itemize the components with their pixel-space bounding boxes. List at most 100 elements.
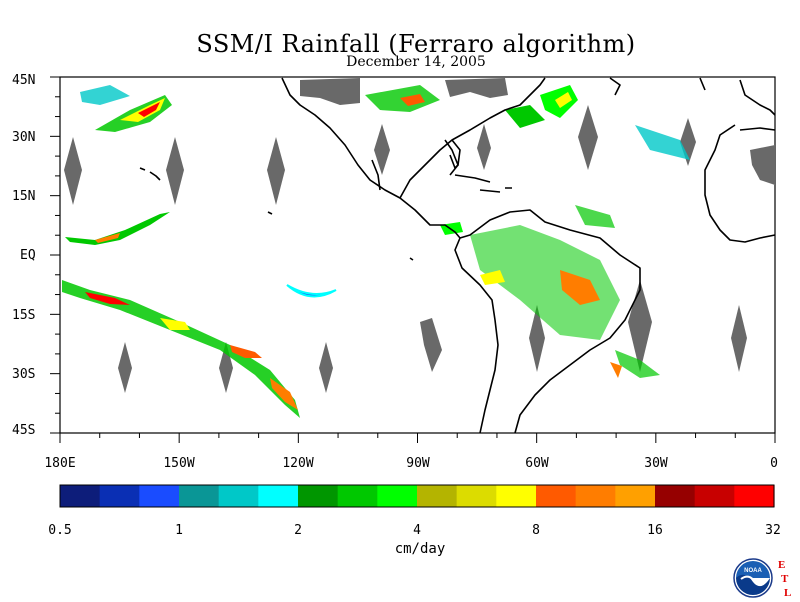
- coastline-florida: [444, 139, 459, 169]
- colorbar-label-4: 4: [413, 523, 421, 538]
- svg-text:L: L: [784, 587, 791, 598]
- colorbar-label-0-5: 0.5: [48, 523, 72, 538]
- rain-band: [62, 280, 300, 418]
- missing-swath: [578, 105, 598, 170]
- lon-label-180e: 180E: [44, 456, 76, 471]
- missing-swath: [166, 137, 184, 205]
- noaa-etl-logo: NOAA E T L: [733, 558, 793, 599]
- rain-band: [505, 105, 545, 128]
- rain-band: [80, 85, 130, 105]
- lat-label-eq: EQ: [20, 248, 36, 263]
- colorbar-cell: [694, 485, 735, 507]
- rain-band: [560, 270, 600, 305]
- coastline-africa: [704, 124, 776, 243]
- colorbar-label-32: 32: [765, 523, 781, 538]
- colorbar-cell: [60, 485, 101, 507]
- coastline-island: [409, 257, 414, 261]
- coastline-europe: [739, 79, 776, 131]
- colorbar-cell: [337, 485, 378, 507]
- lon-label-60w: 60W: [525, 456, 549, 471]
- colorbar-frame: [59, 484, 775, 508]
- coastline-hawaii: [139, 167, 161, 181]
- colorbar-cell: [536, 485, 577, 507]
- rain-features: [62, 85, 690, 418]
- colorbar-label-1: 1: [175, 523, 183, 538]
- lon-label-90w: 90W: [406, 456, 430, 471]
- axis-ticks: [50, 76, 776, 443]
- missing-swath: [374, 124, 390, 175]
- rain-band: [575, 205, 615, 228]
- lon-label-0: 0: [770, 456, 778, 471]
- rain-band: [138, 102, 160, 117]
- missing-swath: [529, 305, 545, 372]
- missing-swath: [420, 318, 442, 372]
- rain-band: [120, 98, 165, 122]
- colorbar-cell: [734, 485, 775, 507]
- colorbar-cell: [655, 485, 696, 507]
- missing-land-patch: [750, 145, 775, 185]
- rain-band: [400, 94, 425, 106]
- colorbar-cell: [456, 485, 497, 507]
- missing-swath: [319, 342, 333, 393]
- lat-label-30n: 30N: [12, 130, 36, 145]
- coastline-north-america: [281, 77, 461, 239]
- colorbar-label-8: 8: [532, 523, 540, 538]
- coastline-caribbean: [454, 174, 512, 193]
- svg-text:E: E: [778, 559, 785, 571]
- lon-label-30w: 30W: [644, 456, 668, 471]
- svg-text:T: T: [781, 573, 789, 585]
- missing-land-patch: [300, 78, 360, 105]
- colorbar-cell: [575, 485, 616, 507]
- coastline-island: [267, 211, 273, 215]
- missing-swath: [731, 305, 747, 372]
- colorbar-label-16: 16: [647, 523, 663, 538]
- rain-band: [95, 233, 120, 243]
- rain-band: [286, 284, 337, 298]
- lat-label-15n: 15N: [12, 189, 36, 204]
- colorbar-cell: [615, 485, 656, 507]
- missing-swath: [118, 342, 132, 393]
- lat-label-30s: 30S: [12, 367, 36, 382]
- lat-label-15s: 15S: [12, 308, 36, 323]
- missing-swath: [477, 124, 491, 170]
- rain-band: [470, 225, 620, 340]
- lat-label-45n: 45N: [12, 73, 36, 88]
- svg-text:NOAA: NOAA: [744, 568, 762, 574]
- rain-band: [555, 92, 572, 108]
- rain-band: [615, 350, 660, 378]
- missing-swath: [219, 342, 233, 393]
- rain-band: [65, 212, 170, 245]
- chart-subtitle: December 14, 2005: [346, 54, 486, 70]
- colorbar-cell: [298, 485, 339, 507]
- rain-band: [480, 270, 505, 285]
- colorbar-cell: [417, 485, 458, 507]
- coastline-gulf: [371, 77, 546, 199]
- colorbar-label-2: 2: [294, 523, 302, 538]
- colorbar-cell: [496, 485, 537, 507]
- colorbar-cell: [377, 485, 418, 507]
- rain-band: [635, 125, 690, 160]
- colorbar-cell: [139, 485, 180, 507]
- colorbar-cell: [258, 485, 299, 507]
- missing-land-patch: [445, 78, 508, 98]
- rain-band: [85, 292, 130, 305]
- rain-band: [610, 362, 622, 378]
- rain-band: [230, 345, 262, 358]
- rain-band: [270, 378, 298, 410]
- lon-label-120w: 120W: [282, 456, 314, 471]
- colorbar-cell: [218, 485, 259, 507]
- lon-label-150w: 150W: [163, 456, 195, 471]
- coastline-northeast: [609, 77, 706, 96]
- lat-label-45s: 45S: [12, 423, 36, 438]
- coastline-south-america: [454, 209, 641, 434]
- colorbar-units: cm/day: [394, 541, 446, 557]
- colorbar-cells: [60, 485, 775, 507]
- coastlines: [139, 77, 776, 434]
- missing-swath: [64, 137, 82, 205]
- missing-swath: [267, 137, 285, 205]
- rain-band: [160, 318, 190, 330]
- chart-title: SSM/I Rainfall (Ferraro algorithm): [196, 30, 636, 58]
- colorbar-cell: [179, 485, 220, 507]
